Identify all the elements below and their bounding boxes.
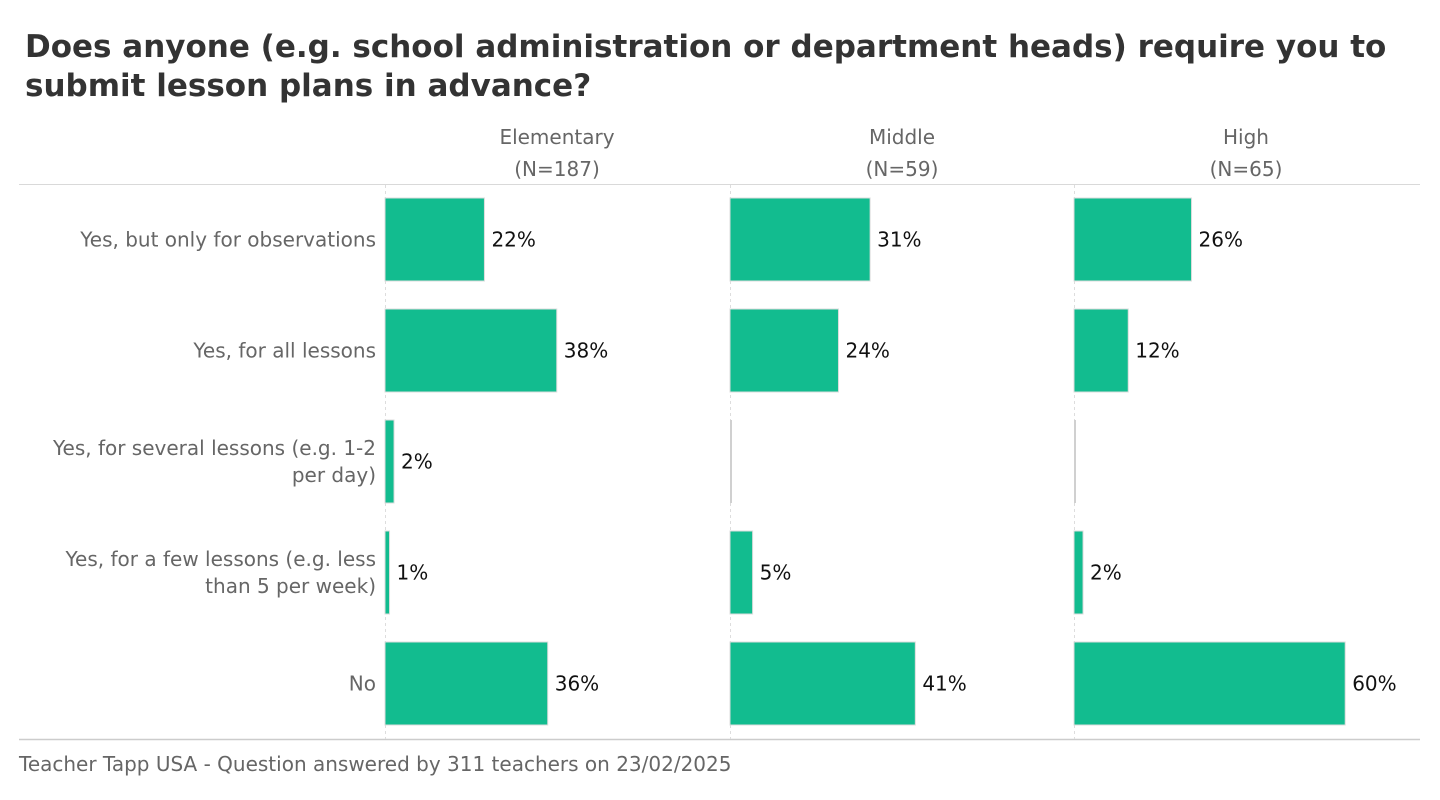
bar	[729, 641, 916, 726]
bar	[384, 197, 485, 282]
bar	[384, 641, 549, 726]
bar	[384, 419, 395, 504]
data-label: 2%	[1090, 561, 1122, 585]
category-label: No	[349, 672, 376, 696]
data-label: 41%	[922, 672, 966, 696]
bar-zero	[730, 420, 732, 503]
panel-n-high: (N=65)	[1210, 157, 1283, 181]
data-label: 60%	[1352, 672, 1396, 696]
bar	[729, 197, 871, 282]
data-label: 22%	[491, 228, 535, 252]
data-label: 38%	[564, 339, 608, 363]
panel-title-middle: Middle	[869, 125, 935, 149]
bar-zero	[1074, 420, 1076, 503]
category-label: Yes, for all lessons	[192, 339, 376, 363]
chart-title: Does anyone (e.g. school administration …	[25, 29, 1387, 104]
bar	[729, 308, 839, 393]
data-label: 5%	[760, 561, 792, 585]
data-label: 26%	[1199, 228, 1243, 252]
bar	[1073, 308, 1129, 393]
data-label: 36%	[555, 672, 599, 696]
data-label: 31%	[877, 228, 921, 252]
panel-title-high: High	[1223, 125, 1269, 149]
data-label: 12%	[1135, 339, 1179, 363]
category-label: Yes, but only for observations	[79, 228, 376, 252]
data-label: 1%	[397, 561, 429, 585]
bar	[384, 530, 391, 615]
data-label: 2%	[401, 450, 433, 474]
bar	[729, 530, 754, 615]
category-label: Yes, for a few lessons (e.g. less	[65, 547, 377, 571]
footer-source: Teacher Tapp USA - Question answered by …	[19, 752, 732, 776]
data-label: 24%	[845, 339, 889, 363]
panel-title-elementary: Elementary	[499, 125, 614, 149]
category-label: per day)	[292, 463, 376, 487]
category-label: than 5 per week)	[205, 574, 376, 598]
bar	[384, 308, 558, 393]
panel-n-elementary: (N=187)	[514, 157, 600, 181]
category-label: Yes, for several lessons (e.g. 1-2	[52, 436, 376, 460]
bar	[1073, 530, 1084, 615]
bar	[1073, 197, 1193, 282]
panel-n-middle: (N=59)	[866, 157, 939, 181]
bar	[1073, 641, 1346, 726]
